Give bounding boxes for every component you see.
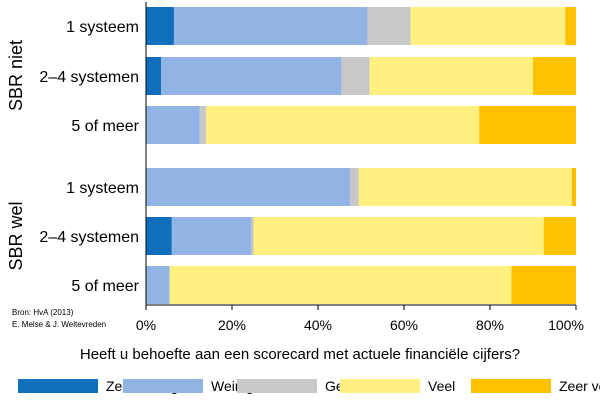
bars-layer [146,7,576,304]
bar-segment-zeer-veel-row-6 [511,266,576,304]
bar-segment-zeer-weinig-row-1 [146,7,174,45]
axes-layer: 0% 20% 40% 60% 80% 100% [136,2,584,333]
group-label-1: SBR niet [6,40,26,111]
x-tick-label-3: 40% [304,317,332,333]
bar-segment-zeer-veel-row-3 [479,106,576,144]
legend-swatch [123,379,203,393]
legend-label: Veel [428,378,456,394]
category-labels-layer: 1 systeem 2–4 systemen 5 of meer 1 systeem 2… [39,19,139,295]
category-label-row-2: 2–4 systemen [39,69,139,86]
bar-segment-weinig-row-5 [171,217,252,255]
bar-segment-weinig-row-6 [146,266,170,304]
bar-segment-zeer-veel-row-4 [571,168,576,206]
legend: Zeer weinigWeinigGeenVeelZeer veel [0,374,600,396]
legend-swatch [18,379,98,393]
x-tick-label-2: 20% [218,317,246,333]
group-labels-layer: SBR niet SBR wel [6,40,26,271]
bar-segment-weinig-row-3 [146,106,200,144]
bar-segment-weinig-row-2 [161,57,342,95]
category-label-row-6: 5 of meer [71,278,139,295]
category-label-row-1: 1 systeem [66,19,139,36]
bar-segment-veel-row-2 [369,57,533,95]
bar-segment-geen-row-5 [251,217,254,255]
bar-segment-geen-row-4 [350,168,359,206]
bar-segment-geen-row-1 [367,7,411,45]
legend-swatch [340,379,420,393]
x-tick-label-6: 100% [548,317,584,333]
source-line-1: Bron: HvA (2013) [12,308,74,317]
bar-segment-veel-row-4 [358,168,572,206]
category-label-row-3: 5 of meer [71,118,139,135]
bar-segment-zeer-weinig-row-2 [146,57,162,95]
bar-segment-zeer-veel-row-1 [565,7,576,45]
x-tick-label-5: 80% [476,317,504,333]
bar-segment-zeer-veel-row-5 [543,217,576,255]
bar-segment-zeer-weinig-row-5 [146,217,172,255]
bar-segment-veel-row-3 [206,106,480,144]
bar-segment-geen-row-3 [199,106,207,144]
bar-segment-weinig-row-4 [146,168,351,206]
bar-segment-zeer-veel-row-2 [533,57,576,95]
x-axis-title: Heeft u behoefte aan een scorecard met a… [79,346,521,363]
bar-segment-weinig-row-1 [173,7,368,45]
bar-segment-veel-row-1 [410,7,566,45]
legend-swatch [237,379,317,393]
x-tick-label-1: 0% [136,317,156,333]
legend-label: Zeer veel [559,378,600,394]
bar-segment-geen-row-2 [341,57,370,95]
legend-swatch [471,379,551,393]
category-label-row-5: 2–4 systemen [39,229,139,246]
category-label-row-4: 1 systeem [66,180,139,197]
group-label-2: SBR wel [6,201,26,270]
source-line-2: E. Melse & J. Weltevreden [12,320,107,329]
bar-segment-veel-row-6 [169,266,512,304]
x-tick-label-4: 60% [390,317,418,333]
bar-segment-veel-row-5 [253,217,544,255]
